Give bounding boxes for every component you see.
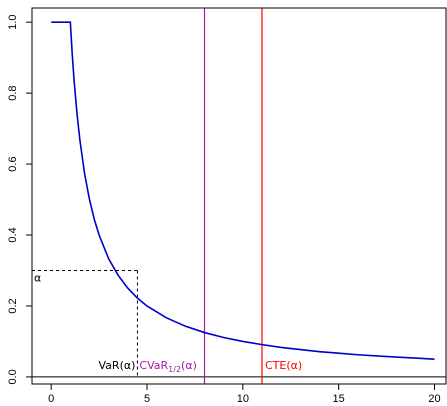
chart-lines-layer	[32, 8, 446, 384]
y-tick-label: 0.2	[7, 298, 19, 313]
y-tick-label: 0.4	[7, 227, 19, 242]
y-tick-label: 0.8	[7, 85, 19, 100]
cvar-label-subscript: 1/2	[168, 365, 181, 374]
chart-axes-layer: 0 5 10 15 20 0.0 0.2 0.4 0.6 0.8 1.0	[7, 7, 447, 405]
x-tick-label: 15	[333, 393, 345, 405]
survival-curve-line	[51, 21, 435, 360]
x-tick-label: 10	[237, 393, 249, 405]
cte-label: CTE(α)	[265, 359, 302, 372]
alpha-label: α	[34, 271, 41, 284]
cvar-label-suffix: (α)	[181, 359, 197, 372]
x-tick-label: 5	[144, 393, 150, 405]
cvar-label: CVaR1/2(α)	[139, 359, 196, 374]
x-tick-label: 20	[428, 393, 440, 405]
plot-frame	[31, 7, 447, 385]
x-tick-label: 0	[48, 393, 54, 405]
y-tick-label: 0.6	[7, 156, 19, 171]
cvar-label-main: CVaR	[139, 359, 168, 372]
cte-label-main: CTE(α)	[265, 359, 302, 372]
y-tick-label: 0.0	[7, 369, 19, 384]
chart-labels-layer: VaR(α) α CVaR1/2(α) CTE(α)	[34, 271, 302, 373]
var-label: VaR(α)	[99, 359, 136, 372]
y-tick-label: 1.0	[7, 15, 19, 30]
